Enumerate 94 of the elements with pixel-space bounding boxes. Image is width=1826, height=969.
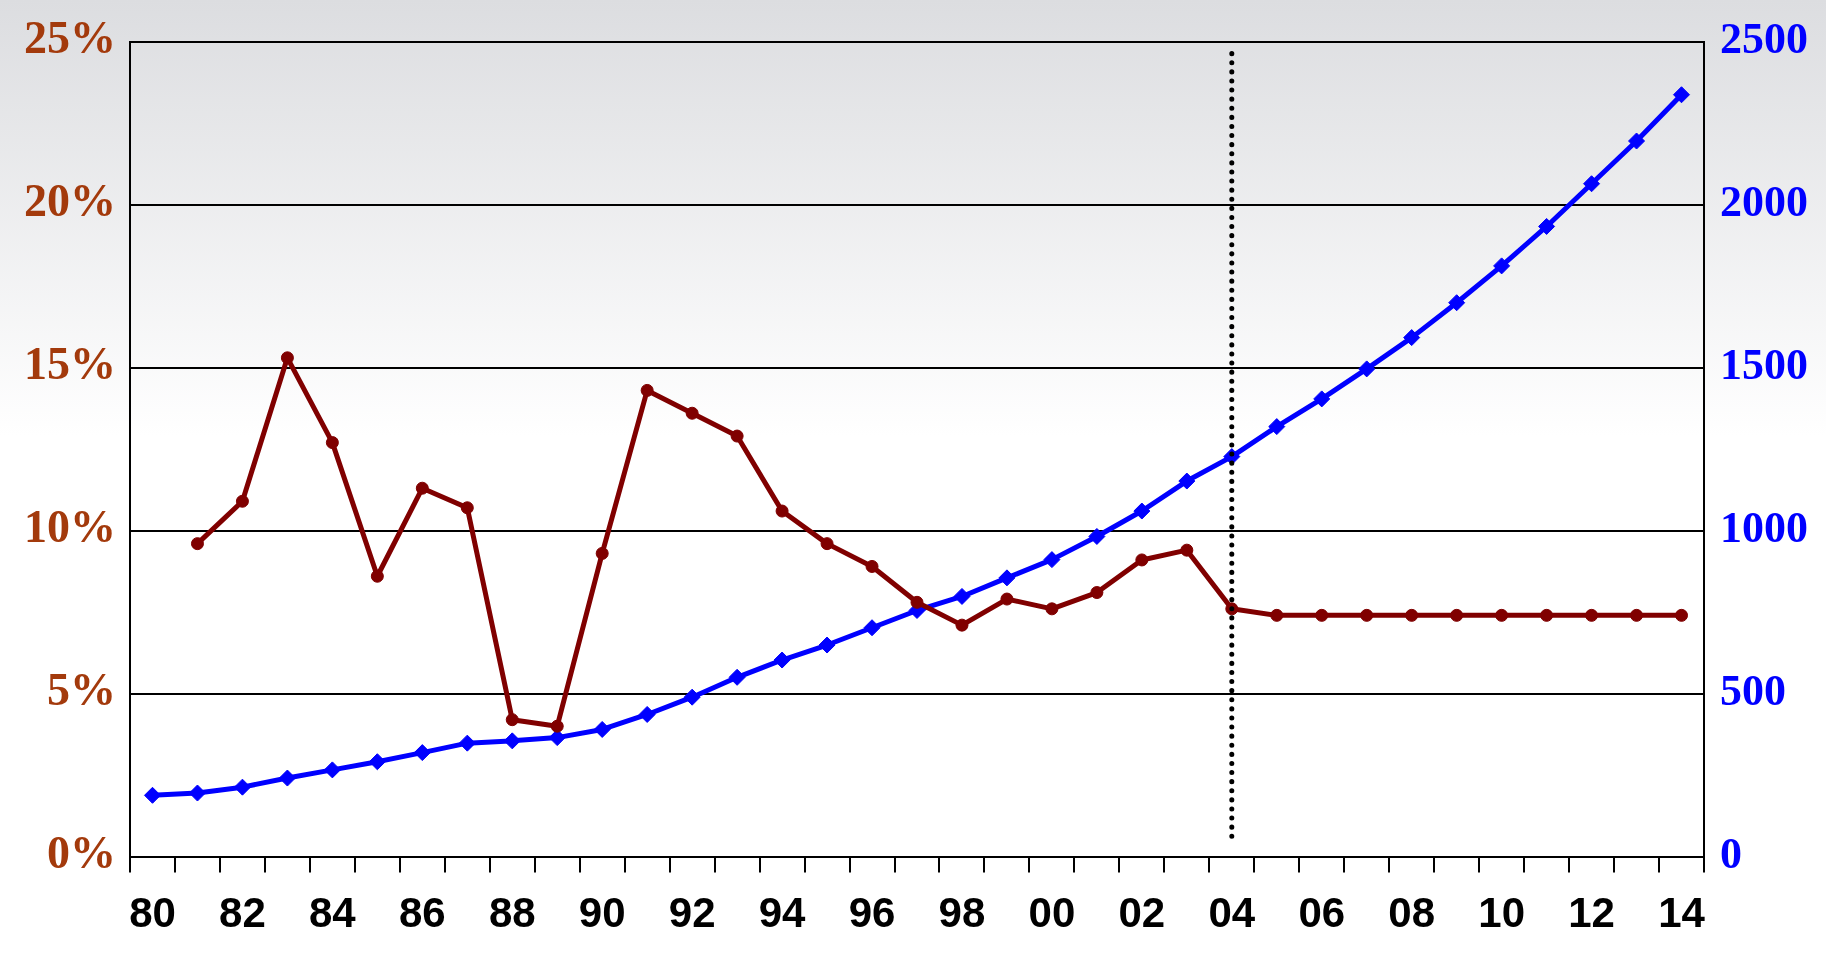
x-tick-label: 04 [1208, 889, 1256, 937]
y2-tick-label: 1000 [1720, 502, 1808, 552]
point [1403, 329, 1421, 347]
x-tick-label: 98 [938, 889, 986, 937]
y-tick-label: 0% [47, 827, 116, 879]
point [1358, 360, 1376, 378]
point [1000, 592, 1014, 606]
point [818, 636, 836, 654]
point [1268, 418, 1286, 436]
point [1088, 527, 1106, 545]
point [370, 569, 384, 583]
x-tick-label: 82 [219, 889, 266, 937]
x-tick-label: 08 [1388, 889, 1436, 937]
point [1315, 608, 1329, 622]
point [1538, 217, 1556, 235]
point [325, 436, 339, 450]
point [1313, 390, 1331, 408]
x-tick-label: 00 [1028, 889, 1076, 937]
point [685, 406, 699, 420]
point [278, 769, 296, 787]
point [728, 668, 746, 686]
y-tick-label: 10% [24, 501, 116, 553]
point [1675, 608, 1689, 622]
point [458, 734, 476, 752]
point [910, 595, 924, 609]
point [1673, 86, 1691, 104]
point [413, 744, 431, 762]
x-tick-label: 06 [1298, 889, 1346, 937]
x-tick-label: 92 [668, 889, 716, 937]
point [638, 705, 656, 723]
point [593, 720, 611, 738]
point [280, 351, 294, 365]
y-tick-label: 15% [24, 338, 116, 390]
point [640, 383, 654, 397]
point [1090, 586, 1104, 600]
x-tick-label: 88 [488, 889, 536, 937]
point [595, 546, 609, 560]
point [368, 753, 386, 771]
x-tick-label: 86 [398, 889, 446, 937]
x-tick-label: 02 [1118, 889, 1166, 937]
point [863, 619, 881, 637]
x-tick-label: 90 [578, 889, 626, 937]
point [323, 761, 341, 779]
point [1493, 257, 1511, 275]
x-tick-label: 10 [1478, 889, 1525, 937]
point [1628, 132, 1646, 150]
x-tick-label: 94 [758, 889, 807, 937]
point [1585, 608, 1599, 622]
x-tick-label: 84 [309, 889, 357, 937]
point [233, 778, 251, 796]
point [1450, 608, 1464, 622]
point [505, 713, 519, 727]
x-tick-label: 12 [1568, 889, 1615, 937]
point [1405, 608, 1419, 622]
point [1495, 608, 1509, 622]
point [415, 481, 429, 495]
y2-tick-label: 500 [1720, 665, 1786, 715]
point [548, 729, 566, 747]
point [773, 651, 791, 669]
point [1180, 543, 1194, 557]
point [820, 537, 834, 551]
point [1178, 472, 1196, 490]
y2-tick-label: 0 [1720, 828, 1742, 878]
point [1360, 608, 1374, 622]
x-tick-label: 80 [129, 889, 176, 937]
y-tick-label: 20% [24, 175, 116, 227]
point [998, 569, 1016, 587]
point [1448, 294, 1466, 312]
point [460, 501, 474, 515]
y-tick-label: 5% [47, 664, 116, 716]
point [775, 504, 789, 518]
point [1045, 602, 1059, 616]
point [143, 786, 161, 804]
point [1583, 175, 1601, 193]
point [235, 494, 249, 508]
point [1133, 502, 1151, 520]
point [730, 429, 744, 443]
point [953, 587, 971, 605]
point [1270, 608, 1284, 622]
point [683, 688, 701, 706]
point [550, 719, 564, 733]
point [1043, 551, 1061, 569]
x-tick-label: 96 [848, 889, 896, 937]
y2-tick-label: 2500 [1720, 13, 1808, 63]
point [1540, 608, 1554, 622]
y2-tick-label: 2000 [1720, 176, 1808, 226]
y-tick-label: 25% [24, 12, 116, 64]
point [190, 537, 204, 551]
point [1630, 608, 1644, 622]
x-tick-label: 14 [1658, 889, 1706, 937]
point [1135, 553, 1149, 567]
y2-tick-label: 1500 [1720, 339, 1808, 389]
point [955, 618, 969, 632]
point [865, 559, 879, 573]
